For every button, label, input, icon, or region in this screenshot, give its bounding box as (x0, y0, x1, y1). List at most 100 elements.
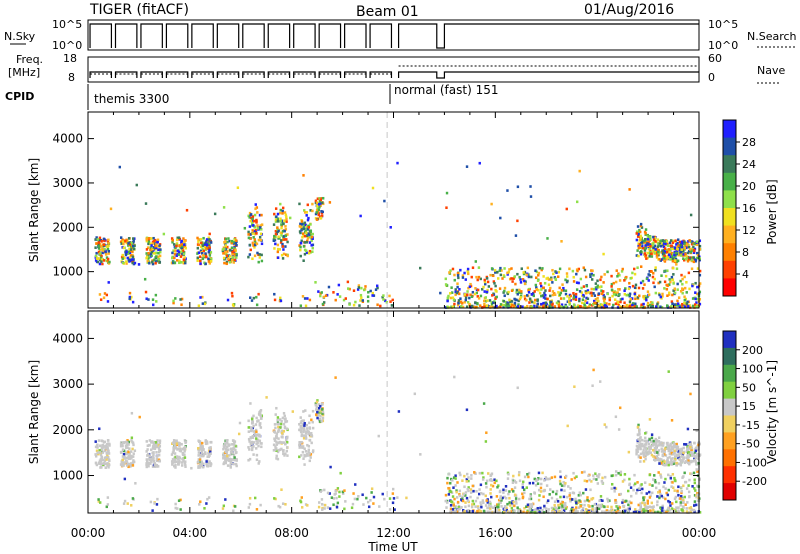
data-cell (307, 432, 310, 435)
data-cell (198, 503, 201, 506)
data-cell (606, 510, 610, 514)
data-cell (475, 489, 478, 493)
data-cell (646, 499, 649, 503)
data-cell (642, 509, 645, 513)
data-cell (308, 452, 311, 455)
data-cell (588, 509, 592, 512)
data-cell (149, 252, 153, 255)
data-cell (664, 454, 668, 457)
data-cell (467, 286, 470, 290)
data-cell (315, 201, 319, 204)
data-cell (670, 507, 674, 510)
data-cell (536, 510, 539, 513)
data-cell (445, 499, 449, 503)
data-cell (502, 299, 506, 303)
data-cell (224, 249, 227, 253)
data-cell (504, 489, 508, 492)
data-cell (206, 455, 209, 458)
data-cell (304, 437, 308, 440)
colorbar-frame (722, 330, 737, 501)
data-cell (274, 229, 278, 233)
data-cell (309, 230, 313, 234)
data-cell (185, 208, 189, 212)
data-cell (145, 248, 149, 251)
data-cell (544, 301, 548, 305)
data-cell (178, 455, 181, 459)
data-cell (673, 449, 677, 453)
data-cell (690, 249, 693, 252)
data-cell (175, 442, 179, 446)
data-cell (557, 291, 560, 294)
data-cell (683, 254, 687, 257)
data-cell (273, 234, 276, 238)
data-cell (300, 419, 303, 423)
data-cell (656, 451, 659, 454)
data-cell (487, 506, 491, 510)
data-cell (318, 501, 321, 504)
data-cell (643, 306, 646, 309)
colorbar-segment (723, 432, 736, 450)
data-cell (636, 235, 640, 238)
data-cell (233, 456, 236, 459)
data-cell (534, 483, 538, 487)
data-cell (127, 250, 131, 254)
colorbar-tick-label: 24 (742, 158, 756, 171)
data-cell (283, 454, 286, 457)
data-cell (472, 502, 476, 506)
colorbar-segment (723, 331, 736, 349)
data-cell (127, 258, 131, 262)
data-cell (488, 478, 492, 482)
data-cell (653, 285, 656, 289)
data-cell (670, 300, 674, 303)
data-cell (582, 293, 585, 297)
data-cell (574, 508, 578, 512)
power-scatter (94, 161, 702, 309)
data-cell (511, 280, 514, 283)
data-cell (575, 288, 579, 291)
data-cell (514, 234, 518, 237)
data-cell (614, 302, 618, 306)
data-cell (524, 280, 527, 283)
data-cell (534, 298, 537, 302)
data-cell (638, 430, 641, 434)
data-cell (201, 247, 204, 251)
data-cell (637, 440, 640, 444)
data-cell (659, 474, 663, 478)
data-cell (131, 259, 134, 263)
data-cell (235, 252, 238, 256)
data-cell (551, 290, 555, 293)
data-cell (184, 445, 187, 449)
data-cell (299, 222, 302, 226)
data-cell (501, 496, 504, 500)
data-cell (175, 460, 178, 463)
data-cell (465, 478, 469, 481)
data-cell (658, 257, 661, 261)
data-cell (449, 292, 452, 295)
data-cell (198, 460, 202, 464)
data-cell (489, 507, 492, 510)
data-cell (485, 431, 488, 435)
data-cell (254, 203, 257, 206)
data-cell (514, 497, 518, 500)
data-cell (689, 506, 693, 509)
data-cell (666, 493, 670, 497)
data-cell (277, 428, 281, 432)
data-cell (232, 462, 235, 466)
data-cell (589, 488, 592, 492)
data-cell (173, 452, 177, 455)
data-cell (181, 457, 184, 461)
data-cell (537, 271, 541, 275)
data-cell (336, 293, 339, 296)
data-cell (326, 491, 330, 495)
data-cell (513, 509, 516, 513)
data-cell (126, 244, 130, 247)
data-cell (454, 510, 457, 514)
data-cell (648, 496, 652, 499)
data-cell (151, 242, 154, 245)
data-cell (659, 305, 662, 309)
data-cell (695, 251, 699, 255)
data-cell (466, 472, 469, 476)
data-cell (559, 511, 563, 514)
data-cell (452, 486, 455, 490)
data-cell (148, 439, 152, 442)
